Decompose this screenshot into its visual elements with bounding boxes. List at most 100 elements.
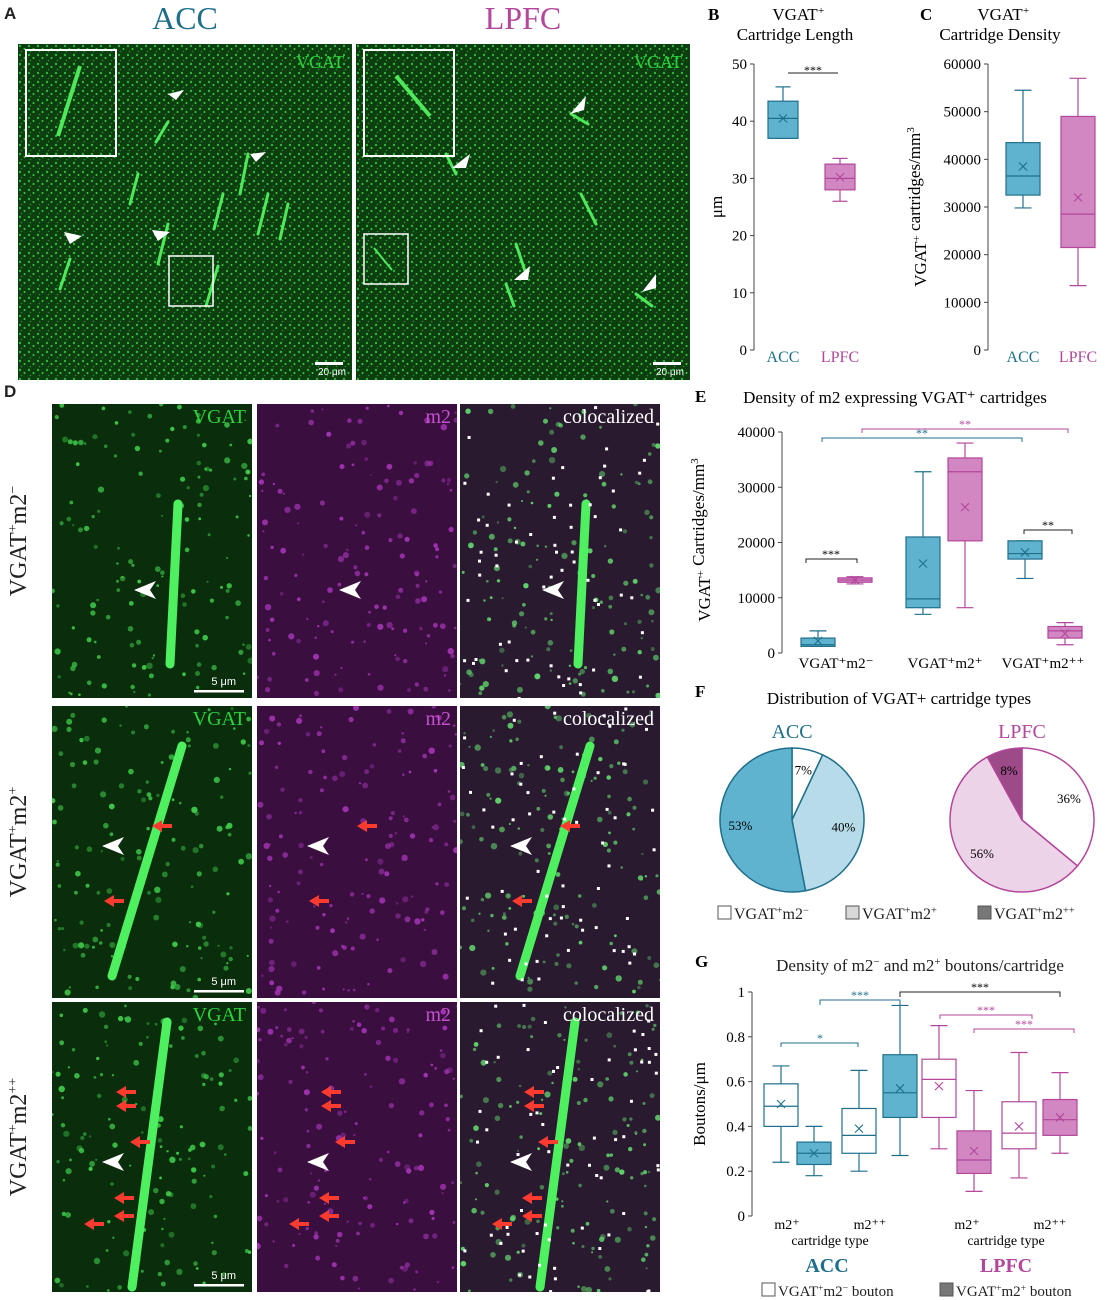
puncta: [128, 986, 133, 991]
puncta: [541, 1098, 544, 1101]
puncta: [337, 556, 345, 563]
label-part: cartridges/mm: [905, 133, 924, 235]
puncta: [352, 1275, 359, 1282]
puncta: [342, 552, 349, 559]
puncta: [229, 946, 233, 950]
puncta: [274, 765, 279, 769]
puncta: [550, 618, 553, 622]
chart-f-title: Distribution of VGAT+ cartridge types: [767, 689, 1031, 708]
puncta: [629, 721, 636, 728]
chart-g-ylabel: Boutons/μm: [690, 1062, 709, 1146]
puncta: [79, 920, 84, 925]
puncta: [228, 956, 233, 962]
puncta: [106, 1044, 109, 1047]
colocalized-pixel: [572, 560, 576, 564]
chart-g-legend-swatch: [939, 1282, 954, 1297]
puncta: [447, 790, 451, 793]
puncta: [62, 436, 69, 443]
chart-g-lpfc-0-mean-marker: [934, 1081, 944, 1091]
puncta: [52, 1070, 54, 1074]
puncta: [185, 737, 191, 743]
colocalized-pixel: [479, 550, 483, 554]
puncta: [306, 617, 309, 621]
puncta: [207, 708, 211, 712]
puncta: [52, 798, 56, 804]
colocalized-pixel: [646, 1290, 650, 1292]
puncta: [366, 894, 371, 899]
puncta: [645, 1004, 649, 1008]
puncta: [298, 842, 304, 849]
colocalized-pixel: [630, 1099, 633, 1103]
puncta: [109, 832, 114, 837]
chart-b-sig-label: ***: [804, 63, 822, 77]
puncta: [640, 593, 643, 597]
puncta: [423, 686, 429, 692]
colocalized-pixel: [647, 1047, 651, 1050]
puncta: [522, 603, 526, 607]
puncta: [356, 1022, 362, 1027]
panel-d-image-r1-c2: m2: [257, 404, 457, 698]
puncta: [97, 486, 105, 493]
puncta: [355, 524, 358, 527]
puncta: [235, 600, 241, 606]
puncta: [80, 1135, 85, 1141]
red-arrow-icon: [152, 820, 172, 832]
panel-d-image-r2-c2: m2: [257, 706, 457, 998]
puncta: [409, 833, 416, 839]
puncta: [338, 687, 344, 693]
acc-micrograph-texture: [18, 44, 352, 380]
puncta: [483, 599, 486, 602]
puncta: [334, 673, 337, 676]
chart-b-acc-mean-marker: [778, 113, 788, 123]
puncta: [202, 935, 207, 940]
puncta: [193, 1261, 198, 1266]
puncta: [60, 1123, 66, 1128]
puncta: [374, 1007, 380, 1013]
puncta: [651, 619, 654, 623]
puncta: [640, 1058, 644, 1062]
puncta: [345, 548, 349, 552]
chart-f-slice: [1021, 747, 1095, 867]
puncta: [161, 871, 168, 878]
puncta: [364, 511, 371, 518]
label-part: and m2: [880, 956, 935, 975]
puncta: [276, 722, 282, 727]
label-part: bouton: [848, 1284, 894, 1300]
red-arrow-icon: [357, 820, 377, 832]
puncta: [83, 1132, 87, 1136]
puncta: [214, 1022, 217, 1026]
puncta: [435, 882, 439, 886]
y-tick-label: 10000: [944, 295, 982, 311]
puncta: [424, 417, 431, 424]
chart-c-acc-mean-marker: [1018, 162, 1028, 171]
puncta: [505, 942, 509, 946]
puncta: [351, 463, 355, 467]
colocalized-pixel: [575, 820, 579, 824]
puncta: [258, 1038, 262, 1042]
y-tick-label: 30: [732, 171, 747, 187]
chart-g-sig-3-label: ***: [971, 980, 989, 994]
puncta: [168, 1192, 172, 1196]
puncta: [68, 691, 71, 694]
puncta: [597, 1081, 604, 1088]
colocalized-pixel: [640, 631, 644, 635]
puncta: [359, 933, 366, 940]
label-part: boutons/cartridge: [941, 956, 1064, 975]
chart-f-slice-label: 40%: [832, 819, 856, 834]
colocalized-pixel: [553, 1266, 557, 1270]
puncta: [74, 890, 78, 895]
puncta: [640, 636, 643, 640]
puncta: [181, 1017, 188, 1024]
puncta: [516, 686, 523, 693]
puncta: [479, 658, 486, 665]
puncta: [432, 824, 439, 831]
puncta: [186, 988, 191, 993]
puncta: [620, 866, 623, 869]
puncta: [530, 1035, 534, 1039]
puncta: [563, 1038, 566, 1041]
chart-e-xlabel: VGAT⁺m2⁺: [908, 656, 983, 672]
colocalized-pixel: [535, 1111, 539, 1115]
puncta: [478, 691, 483, 696]
scalebar-label: 5 μm: [211, 976, 236, 988]
colocalized-pixel: [539, 755, 543, 759]
